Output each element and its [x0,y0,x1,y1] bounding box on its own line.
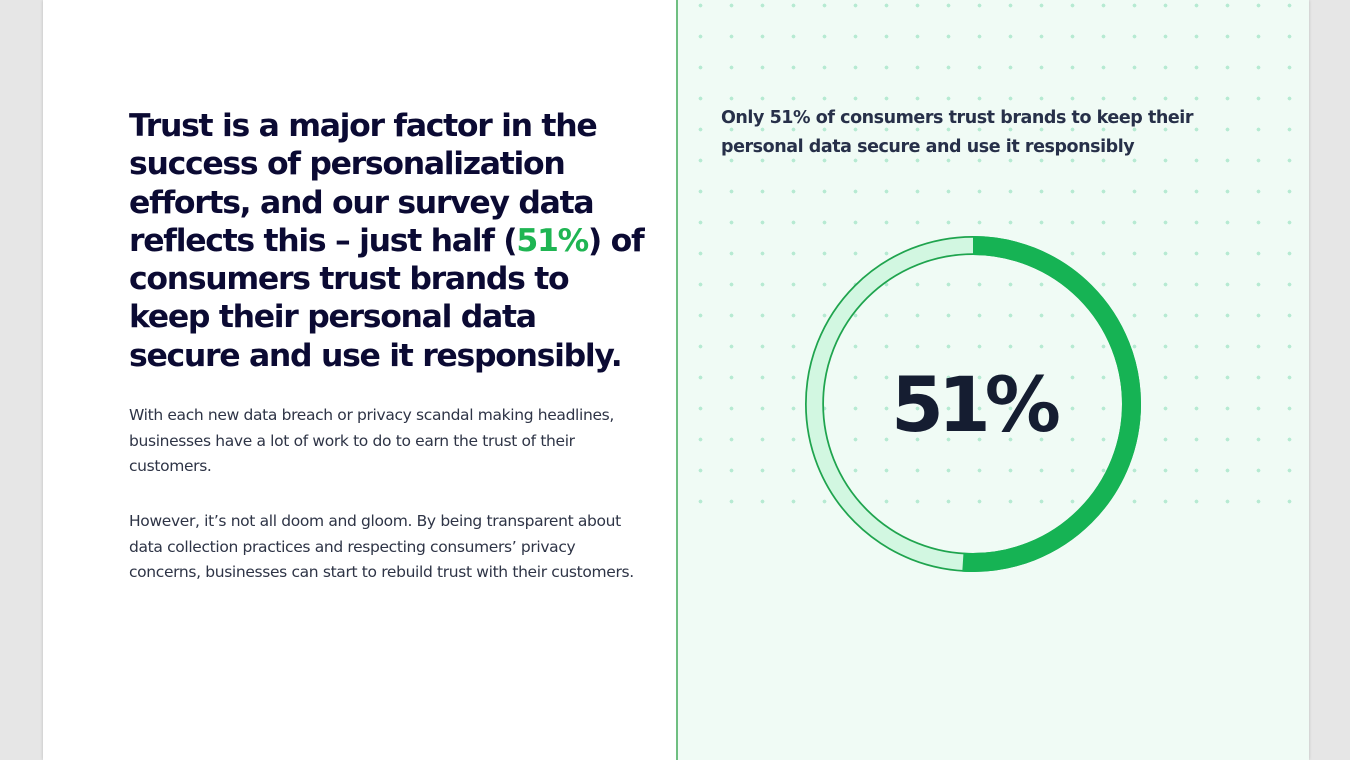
headline-text-start: Trust is a major factor in the success o… [129,108,598,259]
headline-text-end: ) of consumers trust brands to keep thei… [129,222,645,374]
progress-ring: 51% [805,236,1141,572]
left-text-panel: Trust is a major factor in the success o… [43,0,676,760]
stat-subheading: Only 51% of consumers trust brands to ke… [721,108,1194,157]
headline-highlight-percent: 51% [516,222,589,259]
body-paragraph-2: However, it’s not all doom and gloom. By… [129,512,634,581]
ring-progress-arc [805,236,1141,572]
progress-ring-graphic [805,236,1141,572]
stat-panel: Only 51% of consumers trust brands to ke… [676,0,1309,760]
body-paragraph-1: With each new data breach or privacy sca… [129,406,614,475]
document-page: Trust is a major factor in the success o… [43,0,1309,760]
headline: Trust is a major factor in the success o… [129,107,649,375]
stat-value: 51% [891,359,1061,449]
